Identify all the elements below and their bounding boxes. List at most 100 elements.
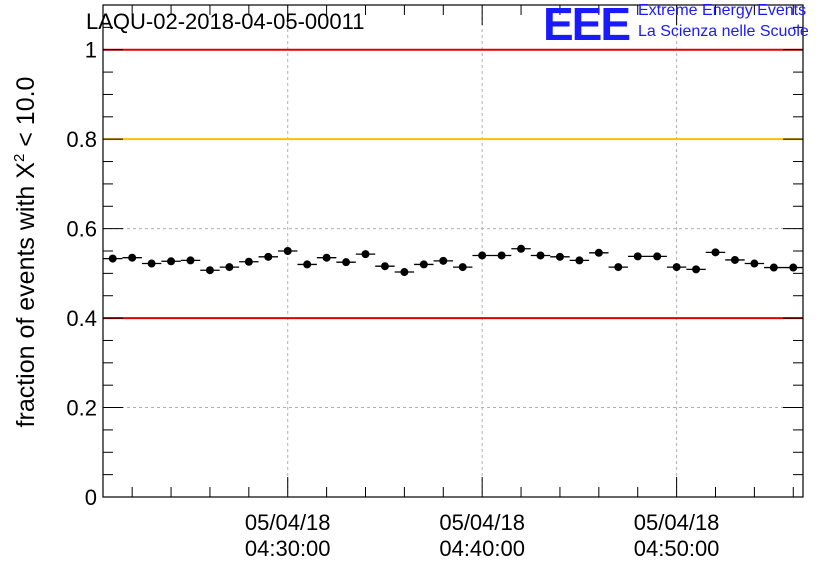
y-axis-label-post: < 10.0 [12, 77, 40, 154]
data-marker [322, 253, 331, 262]
data-marker [419, 260, 428, 269]
x-tick-label-time: 04:50:00 [634, 536, 720, 561]
data-point [239, 257, 259, 266]
data-marker [380, 262, 389, 271]
data-point [589, 248, 609, 257]
data-marker [283, 247, 292, 255]
data-marker [400, 268, 409, 277]
axes: 00.20.40.60.8105/04/1804:30:0005/04/1804… [66, 4, 804, 561]
data-marker [769, 263, 778, 272]
data-point [666, 263, 687, 272]
logo-tagline-1: Extreme Energy Events [638, 2, 807, 19]
data-point [511, 244, 531, 253]
y-tick-label: 0.8 [66, 127, 97, 152]
data-point [219, 263, 240, 272]
data-marker [711, 248, 720, 257]
logo-tagline-2: La Scienza nelle Scuole [638, 23, 809, 40]
data-point [200, 266, 220, 275]
data-marker [458, 263, 467, 272]
data-point [647, 252, 667, 261]
data-point [453, 263, 473, 272]
data-marker [108, 254, 117, 263]
data-point [764, 263, 784, 272]
data-marker [478, 251, 487, 260]
data-point [491, 251, 512, 260]
data-marker [555, 252, 564, 261]
data-marker [633, 252, 642, 261]
data-marker [264, 252, 273, 261]
data-point [744, 259, 765, 268]
x-tick-label-date: 05/04/18 [439, 510, 525, 535]
reference-lines [103, 48, 803, 320]
data-marker [750, 259, 759, 268]
data-marker [167, 257, 176, 266]
data-marker [225, 263, 234, 272]
data-marker [205, 266, 214, 275]
data-marker [439, 256, 448, 265]
y-tick-label: 0.6 [66, 217, 97, 242]
data-point [278, 247, 298, 255]
data-marker [614, 263, 623, 272]
data-marker [536, 251, 545, 260]
data-point [608, 263, 628, 272]
x-tick-label-date: 05/04/18 [245, 510, 331, 535]
y-tick-label: 1 [85, 38, 97, 63]
data-point [725, 255, 745, 264]
data-point [180, 256, 201, 265]
data-marker [342, 258, 351, 267]
data-marker [361, 250, 370, 259]
data-point [103, 254, 123, 263]
y-tick-label: 0 [85, 485, 97, 510]
data-point [297, 260, 317, 269]
data-point [530, 251, 551, 260]
data-point [686, 265, 706, 274]
data-marker [517, 244, 526, 253]
y-axis-label-pre: fraction of events with [12, 179, 40, 428]
data-point [569, 256, 590, 265]
data-marker [147, 259, 156, 268]
data-point [161, 257, 181, 266]
svg-text:fraction of events with X2 < 1: fraction of events with X2 < 10.0 [11, 77, 40, 428]
data-series [103, 244, 803, 277]
y-tick-label: 0.4 [66, 306, 97, 331]
data-point [258, 252, 278, 261]
data-point [414, 260, 434, 269]
data-point [433, 256, 453, 265]
data-point [550, 252, 570, 261]
data-point [472, 251, 492, 260]
data-marker [497, 251, 506, 260]
data-marker [186, 256, 195, 265]
eee-logo-mark: EEE [543, 0, 631, 50]
y-tick-label: 0.2 [66, 396, 97, 421]
data-point [628, 252, 648, 261]
data-point [355, 250, 376, 259]
data-point [122, 253, 142, 262]
data-point [375, 262, 395, 271]
data-marker [128, 253, 137, 262]
plot-frame [102, 4, 804, 498]
data-marker [730, 255, 739, 264]
y-axis-label: fraction of events with X2 < 10.0 [11, 77, 40, 428]
data-point [316, 253, 337, 262]
data-marker [692, 265, 701, 274]
data-point [336, 258, 356, 267]
y-axis-label-chi: X [12, 162, 40, 179]
data-marker [653, 252, 662, 261]
x-tick-label-date: 05/04/18 [634, 510, 720, 535]
data-marker [672, 263, 681, 272]
data-point [141, 259, 162, 268]
data-point [705, 248, 726, 257]
data-marker [244, 257, 253, 266]
chart-title: LAQU-02-2018-04-05-00011 [86, 9, 365, 34]
data-point [394, 268, 415, 277]
data-marker [303, 260, 312, 269]
x-tick-label-time: 04:30:00 [245, 536, 331, 561]
data-point [783, 263, 803, 272]
data-marker [594, 248, 603, 257]
grid-lines [103, 5, 803, 497]
data-marker [789, 263, 798, 272]
y-axis-label-superscript: 2 [11, 154, 28, 162]
data-marker [575, 256, 584, 265]
x-tick-label-time: 04:40:00 [439, 536, 525, 561]
